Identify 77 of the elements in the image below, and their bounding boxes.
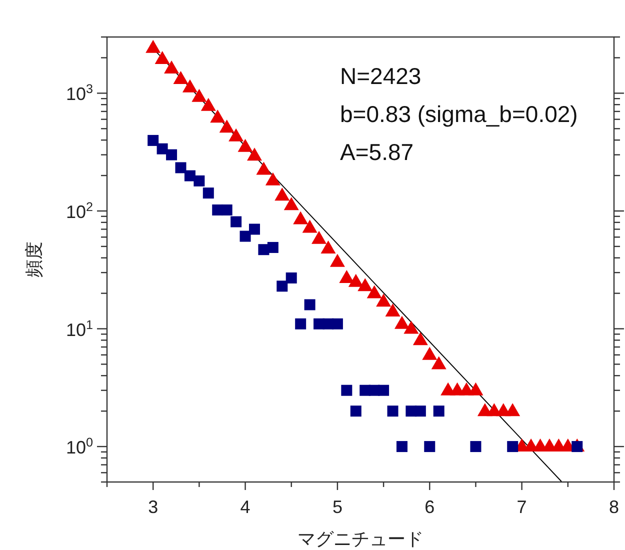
point — [378, 384, 390, 396]
point — [256, 162, 272, 175]
point — [286, 272, 297, 284]
point — [348, 274, 364, 287]
point — [505, 403, 520, 416]
point — [358, 278, 373, 292]
x-tick-label: 8 — [608, 497, 620, 517]
point — [154, 51, 170, 64]
point — [267, 242, 278, 253]
point — [230, 216, 242, 228]
x-tick-label: 3 — [148, 497, 158, 517]
point — [228, 128, 244, 142]
point — [194, 175, 205, 186]
point — [295, 318, 306, 330]
point — [394, 316, 410, 329]
point — [221, 204, 232, 216]
point — [164, 60, 180, 74]
point — [572, 441, 583, 452]
point — [166, 149, 178, 160]
point — [148, 134, 159, 146]
point — [385, 304, 400, 317]
point — [284, 197, 299, 210]
point — [350, 406, 362, 417]
point — [265, 172, 280, 186]
point — [470, 441, 482, 452]
point — [238, 138, 253, 152]
annotation: A=5.87 — [340, 139, 414, 165]
point — [339, 270, 354, 283]
y-axis-title: 頻度 — [24, 242, 44, 278]
point — [274, 188, 290, 201]
y-tick-label: 10$^{3}$ — [66, 82, 93, 104]
point — [200, 98, 216, 111]
point — [424, 441, 436, 452]
point — [192, 88, 207, 102]
point — [332, 318, 343, 330]
point — [184, 170, 196, 182]
point — [341, 384, 352, 396]
point — [366, 285, 382, 298]
point — [182, 79, 198, 92]
point — [312, 230, 327, 244]
point — [376, 294, 392, 307]
point — [507, 441, 518, 452]
point — [202, 188, 214, 199]
point — [293, 211, 308, 224]
point — [246, 148, 262, 161]
point — [156, 143, 168, 154]
y-tick-label: 10$^{2}$ — [66, 200, 93, 222]
point — [320, 240, 336, 254]
annotation: N=2423 — [340, 63, 422, 89]
point — [219, 120, 234, 133]
point — [175, 162, 186, 174]
x-axis-title: マグニチュード — [298, 529, 424, 549]
point — [414, 406, 426, 417]
y-tick-label: 10$^{1}$ — [66, 318, 93, 340]
point — [146, 40, 161, 53]
point — [387, 406, 398, 417]
point — [210, 110, 226, 123]
point — [468, 382, 484, 396]
x-tick-label: 7 — [516, 497, 527, 517]
x-tick-label: 4 — [240, 497, 250, 517]
point — [248, 224, 260, 235]
point — [433, 406, 444, 417]
point — [330, 254, 345, 267]
point — [412, 332, 428, 346]
point — [431, 356, 446, 370]
point — [276, 280, 288, 292]
x-tick-label: 6 — [424, 497, 435, 517]
point — [240, 230, 251, 242]
x-tick-label: 5 — [332, 497, 342, 517]
point — [422, 346, 438, 360]
point — [302, 220, 318, 233]
annotation: b=0.83 (sigma_b=0.02) — [340, 101, 578, 127]
point — [173, 70, 188, 84]
point — [396, 441, 408, 452]
y-tick-label: 10$^{0}$ — [66, 436, 93, 458]
point — [304, 299, 316, 310]
point — [404, 320, 419, 334]
